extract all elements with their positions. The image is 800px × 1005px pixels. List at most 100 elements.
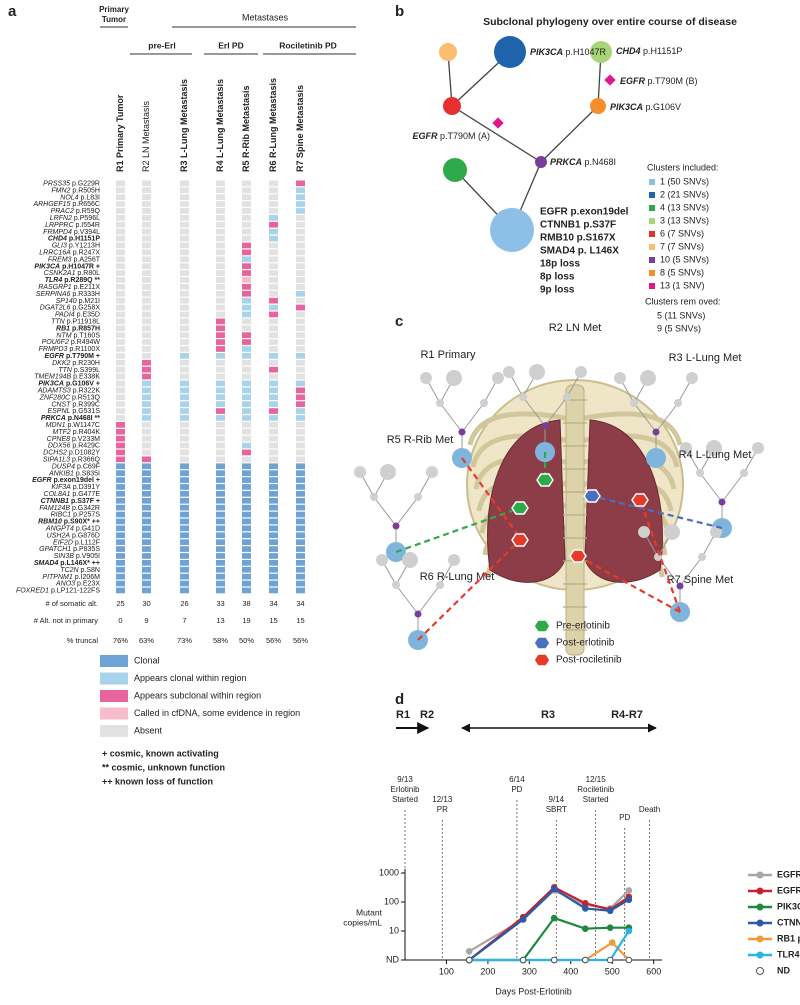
tree-edge — [373, 496, 397, 527]
cell — [269, 235, 278, 242]
site-label: R5 R-Rib Met — [387, 434, 454, 446]
cell — [180, 539, 189, 545]
cell — [296, 215, 305, 221]
tree-node — [664, 524, 680, 540]
cell — [216, 435, 225, 442]
cell — [142, 208, 151, 214]
cell — [180, 518, 189, 525]
cell — [242, 394, 251, 401]
cell — [116, 470, 125, 476]
cell — [242, 221, 251, 228]
cell — [296, 573, 305, 580]
row-label: SERPINA6 p.R333H — [36, 291, 100, 298]
cell — [180, 470, 189, 476]
cell — [216, 497, 225, 504]
cell — [296, 532, 305, 539]
data-point — [625, 927, 633, 935]
x-tick-label: 500 — [605, 966, 620, 976]
cell — [216, 304, 225, 311]
cell — [142, 511, 151, 518]
root-label: 9p loss — [540, 285, 575, 296]
cell — [142, 484, 151, 490]
rib — [574, 411, 683, 446]
gene: PRKCA — [41, 415, 66, 422]
change: p.S835I — [76, 470, 100, 477]
row-label: ARHGEF15 p.R656C — [32, 201, 100, 208]
cell — [116, 290, 125, 297]
cell — [296, 442, 305, 449]
cell — [142, 463, 151, 470]
data-point — [625, 887, 633, 894]
tree-node — [676, 582, 684, 590]
cell — [216, 180, 225, 187]
cell — [269, 408, 278, 414]
cell — [216, 201, 225, 207]
cell — [296, 477, 305, 483]
row-label: FRMPD4 p.V394L — [43, 229, 100, 236]
cell — [142, 270, 151, 276]
cell — [180, 401, 189, 407]
gene: PRAC2 — [51, 208, 74, 215]
tree-node — [354, 466, 366, 478]
cell — [142, 428, 151, 435]
gene: ANKIB1 — [48, 470, 74, 477]
cell — [180, 249, 189, 256]
row-label: SP140 p.M21I — [56, 298, 100, 305]
cell — [296, 208, 305, 214]
cell — [180, 256, 189, 263]
summary-value: 19 — [242, 616, 250, 625]
cell — [180, 277, 189, 283]
cluster-label: 4 (13 SNVs) — [660, 202, 709, 212]
cell — [116, 346, 125, 352]
cell — [296, 366, 305, 373]
data-point — [606, 924, 614, 931]
data-point — [465, 956, 473, 964]
lesion — [536, 473, 554, 487]
series-line — [469, 930, 630, 962]
summary-label: # of somatic alt. — [45, 599, 98, 608]
y-axis-title: Mutant — [356, 907, 383, 917]
tree-node — [563, 393, 571, 401]
cell — [180, 194, 189, 200]
cluster-swatch — [649, 244, 655, 250]
root-label: EGFR p.exon19del — [540, 207, 629, 218]
cell — [296, 242, 305, 249]
cluster-label: 6 (7 SNVs) — [660, 228, 704, 238]
cell — [142, 477, 151, 483]
gene: GLI3 — [52, 242, 67, 249]
cell — [180, 387, 189, 394]
cell — [116, 221, 125, 228]
cell — [296, 456, 305, 463]
tree-node — [590, 98, 606, 114]
tree-node — [710, 526, 722, 538]
cell — [116, 435, 125, 442]
cell — [216, 311, 225, 318]
y-axis-title: copies/mL — [343, 917, 382, 927]
cell — [269, 284, 278, 290]
cell — [142, 201, 151, 207]
root-label: 18p loss — [540, 259, 580, 270]
tree-node — [414, 493, 422, 501]
event-label: PD — [511, 785, 522, 794]
cell — [180, 221, 189, 228]
site-label: R2 LN Met — [549, 322, 602, 334]
gene: PIK3CA — [34, 263, 60, 270]
cell — [142, 525, 151, 532]
legend-label: Post-erlotinib — [556, 638, 615, 649]
cell — [296, 394, 305, 401]
clusters-title: Clusters included: — [647, 162, 719, 172]
row-label: DDX56 p.R429C — [48, 442, 100, 449]
change: p.R230H — [72, 360, 100, 367]
cell — [142, 359, 151, 366]
cell — [116, 228, 125, 235]
series-line — [469, 941, 630, 962]
change: p.G41D — [76, 525, 100, 532]
root-label: CTNNB1 p.S37F — [540, 220, 616, 231]
cell — [180, 456, 189, 463]
change: p.I554R — [75, 222, 100, 229]
legend-label: Absent — [134, 725, 163, 735]
cell — [216, 353, 225, 359]
tree-node — [420, 372, 432, 384]
panel-title: Subclonal phylogeny over entire course o… — [483, 16, 737, 28]
